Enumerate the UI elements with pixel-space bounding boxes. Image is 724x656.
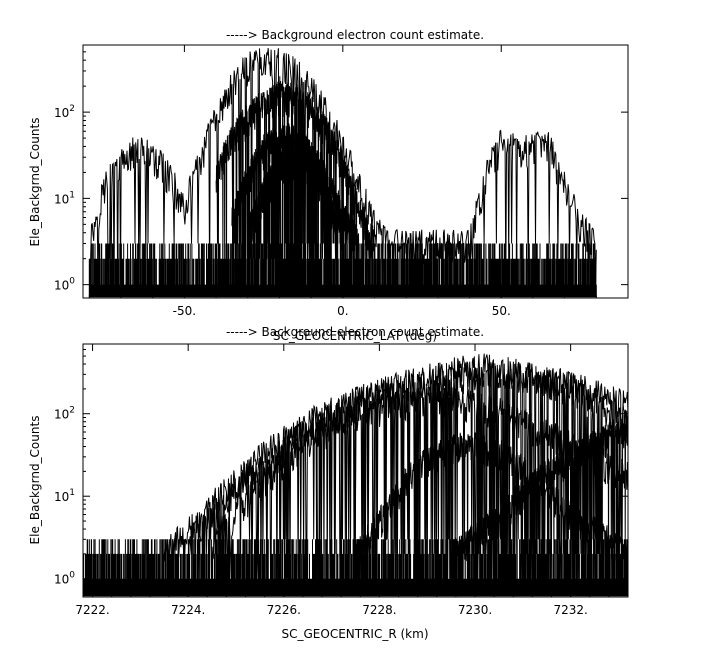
chart-title: -----> Background electron count estimat… xyxy=(226,325,484,339)
data-noise-floor xyxy=(83,539,628,597)
axis-ticks: -50. 0. 50. 100 101 102 xyxy=(54,44,629,318)
x-tick-label: 7226. xyxy=(267,603,301,617)
data-series-line xyxy=(187,362,628,580)
x-axis-label: SC_GEOCENTRIC_R (km) xyxy=(282,627,429,641)
y-tick-label: 102 xyxy=(54,104,75,120)
x-tick-label: 7224. xyxy=(171,603,205,617)
y-tick-label: 100 xyxy=(54,277,75,293)
x-axis-label: SC_GEOCENTRIC_LAT (deg) xyxy=(273,329,437,343)
data-series-line xyxy=(450,414,628,579)
y-tick-label: 102 xyxy=(54,406,75,422)
y-tick-label: 101 xyxy=(54,190,75,206)
data-series-line xyxy=(211,386,628,579)
plot-area xyxy=(83,353,628,597)
y-axis-label: Ele_Backgrnd_Counts xyxy=(28,118,42,247)
y-tick-label: 100 xyxy=(54,571,75,587)
axis-ticks: 7222. 7224. 7226. 7228. 7230. 7232. 100 101 102 xyxy=(54,343,629,617)
data-series-line xyxy=(247,144,344,286)
data-noise-floor xyxy=(88,243,597,298)
x-tick-label: -50. xyxy=(173,304,196,318)
plot-area xyxy=(88,48,597,298)
chart-title: -----> Background electron count estimat… xyxy=(226,28,484,42)
chart-panel-top: -----> Background electron count estimat… xyxy=(28,28,629,343)
x-tick-label: 7228. xyxy=(362,603,396,617)
plot-frame xyxy=(82,44,629,299)
x-tick-label: 50. xyxy=(492,304,511,318)
chart-panel-bottom: 7222. 7224. 7226. 7228. 7230. 7232.100101102 … xyxy=(28,325,629,641)
x-tick-label: 7232. xyxy=(553,603,587,617)
plot-frame xyxy=(82,343,629,598)
data-series-line xyxy=(89,48,597,286)
x-tick-label: 0. xyxy=(337,304,348,318)
x-tick-label: 7222. xyxy=(75,603,109,617)
y-axis-label: Ele_Backgrnd_Counts xyxy=(28,416,42,545)
y-tick-label: 101 xyxy=(54,488,75,504)
x-tick-label: 7230. xyxy=(458,603,492,617)
